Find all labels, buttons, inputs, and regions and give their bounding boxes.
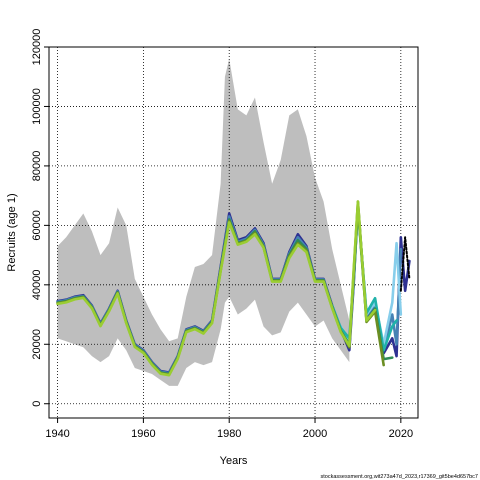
axes-layer: 1940 1960 1980 2000 2020 0 20000 40000 60000 8000… xyxy=(31,29,413,440)
y-tick-label: 60000 xyxy=(31,210,43,241)
x-tick-label: 1960 xyxy=(131,428,155,440)
confidence-band xyxy=(57,58,350,386)
y-tick-label: 0 xyxy=(31,401,43,407)
y-axis-title: Recruits (age 1) xyxy=(6,193,18,271)
series-line-7 xyxy=(56,200,377,377)
y-tick-label: 80000 xyxy=(31,151,43,182)
grid-layer xyxy=(49,46,418,418)
footer-source-text: stockassessment.org,wit273a47d_2023,r173… xyxy=(321,474,478,480)
y-tick-label: 20000 xyxy=(31,329,43,360)
y-tick-label: 120000 xyxy=(31,29,43,66)
x-tick-label: 2020 xyxy=(389,428,413,440)
x-axis-title: Years xyxy=(220,455,248,467)
x-tick-label: 2000 xyxy=(303,428,327,440)
series-layer xyxy=(56,200,411,377)
series-line-8 xyxy=(399,236,411,292)
y-tick-label: 100000 xyxy=(31,88,43,125)
y-tick-label: 40000 xyxy=(31,270,43,301)
x-tick-label: 1980 xyxy=(217,428,241,440)
confidence-band-layer xyxy=(57,58,350,386)
x-tick-label: 1940 xyxy=(45,428,69,440)
plot-border xyxy=(48,46,419,419)
